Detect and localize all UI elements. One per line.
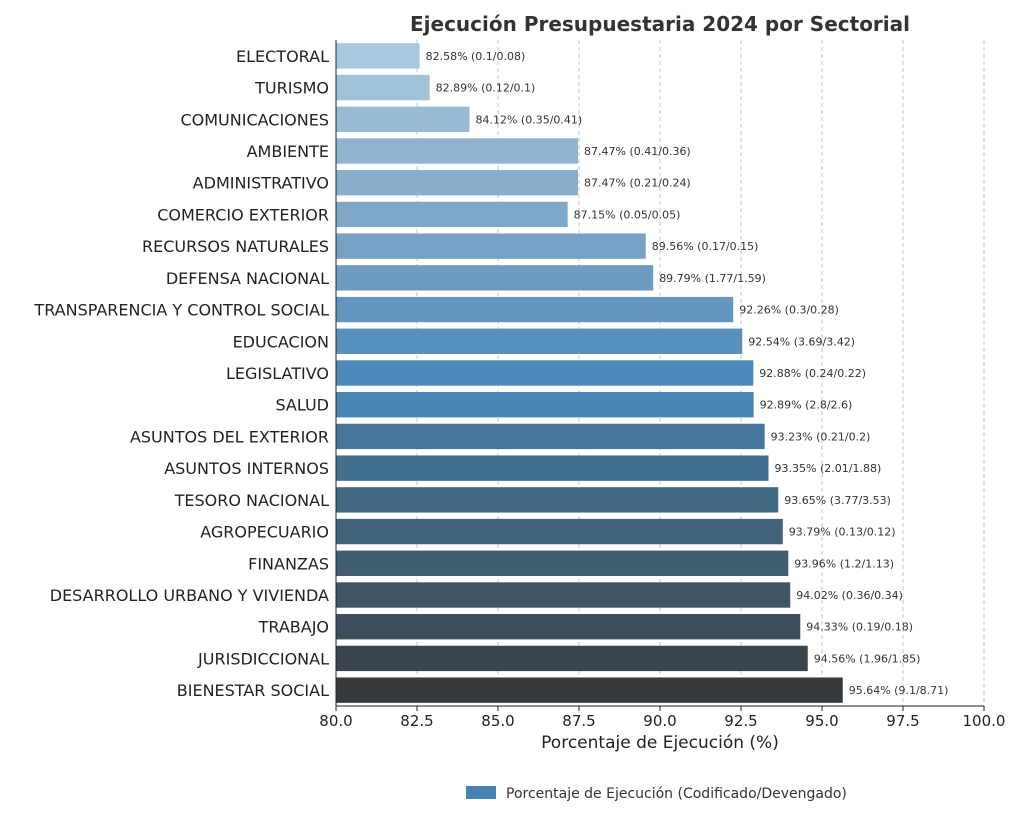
category-label: DEFENSA NACIONAL bbox=[166, 269, 329, 288]
data-label: 89.79% (1.77/1.59) bbox=[659, 272, 766, 285]
category-label: AMBIENTE bbox=[247, 142, 329, 161]
bar bbox=[336, 106, 470, 132]
category-label: DESARROLLO URBANO Y VIVIENDA bbox=[50, 586, 329, 605]
x-tick-label: 97.5 bbox=[886, 712, 919, 730]
category-label: SALUD bbox=[275, 396, 329, 415]
category-label: ASUNTOS DEL EXTERIOR bbox=[130, 427, 329, 446]
category-label: LEGISLATIVO bbox=[226, 364, 329, 383]
data-label: 92.89% (2.8/2.6) bbox=[760, 399, 853, 412]
bar bbox=[336, 518, 783, 545]
bars bbox=[336, 43, 843, 703]
category-label: TESORO NACIONAL bbox=[174, 491, 329, 510]
data-label: 92.54% (3.69/3.42) bbox=[748, 335, 855, 348]
bar bbox=[336, 233, 646, 259]
category-label: RECURSOS NATURALES bbox=[142, 237, 329, 256]
category-label: ASUNTOS INTERNOS bbox=[164, 459, 329, 478]
category-label: ELECTORAL bbox=[236, 47, 329, 66]
data-label: 82.89% (0.12/0.1) bbox=[436, 82, 536, 95]
category-label: TRABAJO bbox=[258, 618, 329, 637]
data-label: 92.26% (0.3/0.28) bbox=[739, 304, 839, 317]
bar bbox=[336, 614, 801, 640]
bar bbox=[336, 550, 789, 576]
x-tick-label: 92.5 bbox=[724, 712, 757, 730]
data-label: 94.02% (0.36/0.34) bbox=[796, 589, 903, 602]
data-label: 93.65% (3.77/3.53) bbox=[784, 494, 891, 507]
category-label: COMERCIO EXTERIOR bbox=[157, 205, 329, 224]
x-tick-label: 100.0 bbox=[963, 712, 1006, 730]
bar bbox=[336, 677, 843, 703]
bar bbox=[336, 360, 754, 386]
data-label: 93.79% (0.13/0.12) bbox=[789, 526, 896, 539]
data-label: 93.35% (2.01/1.88) bbox=[775, 462, 882, 475]
category-label: COMUNICACIONES bbox=[180, 110, 329, 129]
x-tick-label: 82.5 bbox=[400, 712, 433, 730]
data-label: 93.23% (0.21/0.2) bbox=[771, 430, 871, 443]
category-label: AGROPECUARIO bbox=[200, 523, 329, 542]
bar bbox=[336, 265, 654, 291]
bar bbox=[336, 423, 765, 450]
data-label: 89.56% (0.17/0.15) bbox=[652, 240, 759, 253]
data-label: 87.47% (0.21/0.24) bbox=[584, 177, 691, 190]
category-label: FINANZAS bbox=[248, 554, 329, 573]
bar bbox=[336, 582, 791, 608]
data-label: 84.12% (0.35/0.41) bbox=[475, 113, 582, 126]
data-label: 92.88% (0.24/0.22) bbox=[759, 367, 866, 380]
x-axis: 80.0 82.5 85.0 87.5 90.0 92.5 95.0 97.5 100.0 bbox=[319, 40, 1005, 730]
data-labels: 82.58% (0.1/0.08) 82.89% (0.12/0.1) 84.12%… bbox=[426, 50, 949, 697]
bar bbox=[336, 392, 754, 418]
category-label: JURISDICCIONAL bbox=[197, 649, 329, 668]
data-label: 94.56% (1.96/1.85) bbox=[814, 652, 921, 665]
x-tick-label: 95.0 bbox=[805, 712, 838, 730]
x-tick-label: 87.5 bbox=[562, 712, 595, 730]
bar bbox=[336, 645, 808, 672]
x-axis-label: Porcentaje de Ejecución (%) bbox=[541, 733, 779, 753]
chart-title: Ejecución Presupuestaria 2024 por Sector… bbox=[410, 12, 910, 36]
data-label: 82.58% (0.1/0.08) bbox=[426, 50, 526, 63]
category-label: BIENESTAR SOCIAL bbox=[177, 681, 329, 700]
data-label: 87.47% (0.41/0.36) bbox=[584, 145, 691, 158]
x-tick-label: 80.0 bbox=[319, 712, 352, 730]
legend-swatch bbox=[466, 786, 496, 799]
bar bbox=[336, 201, 568, 228]
bar bbox=[336, 138, 579, 164]
data-label: 94.33% (0.19/0.18) bbox=[806, 621, 913, 634]
x-tick-label: 85.0 bbox=[481, 712, 514, 730]
bar bbox=[336, 487, 779, 513]
category-labels: ELECTORAL TURISMO COMUNICACIONES AMBIENTE AD… bbox=[33, 47, 329, 700]
category-label: ADMINISTRATIVO bbox=[193, 174, 329, 193]
data-label: 95.64% (9.1/8.71) bbox=[849, 684, 949, 697]
category-label: EDUCACION bbox=[233, 332, 329, 351]
x-tick-label: 90.0 bbox=[643, 712, 676, 730]
category-label: TRANSPARENCIA Y CONTROL SOCIAL bbox=[33, 301, 329, 320]
bar bbox=[336, 328, 743, 354]
legend: Porcentaje de Ejecución (Codificado/Deve… bbox=[466, 786, 847, 802]
category-label: TURISMO bbox=[254, 79, 329, 98]
bar bbox=[336, 74, 430, 101]
legend-entry: Porcentaje de Ejecución (Codificado/Deve… bbox=[506, 786, 847, 802]
data-label: 87.15% (0.05/0.05) bbox=[574, 208, 681, 221]
bar bbox=[336, 43, 420, 69]
bar bbox=[336, 455, 769, 481]
bar bbox=[336, 296, 734, 323]
data-label: 93.96% (1.2/1.13) bbox=[794, 557, 894, 570]
bar bbox=[336, 170, 579, 196]
